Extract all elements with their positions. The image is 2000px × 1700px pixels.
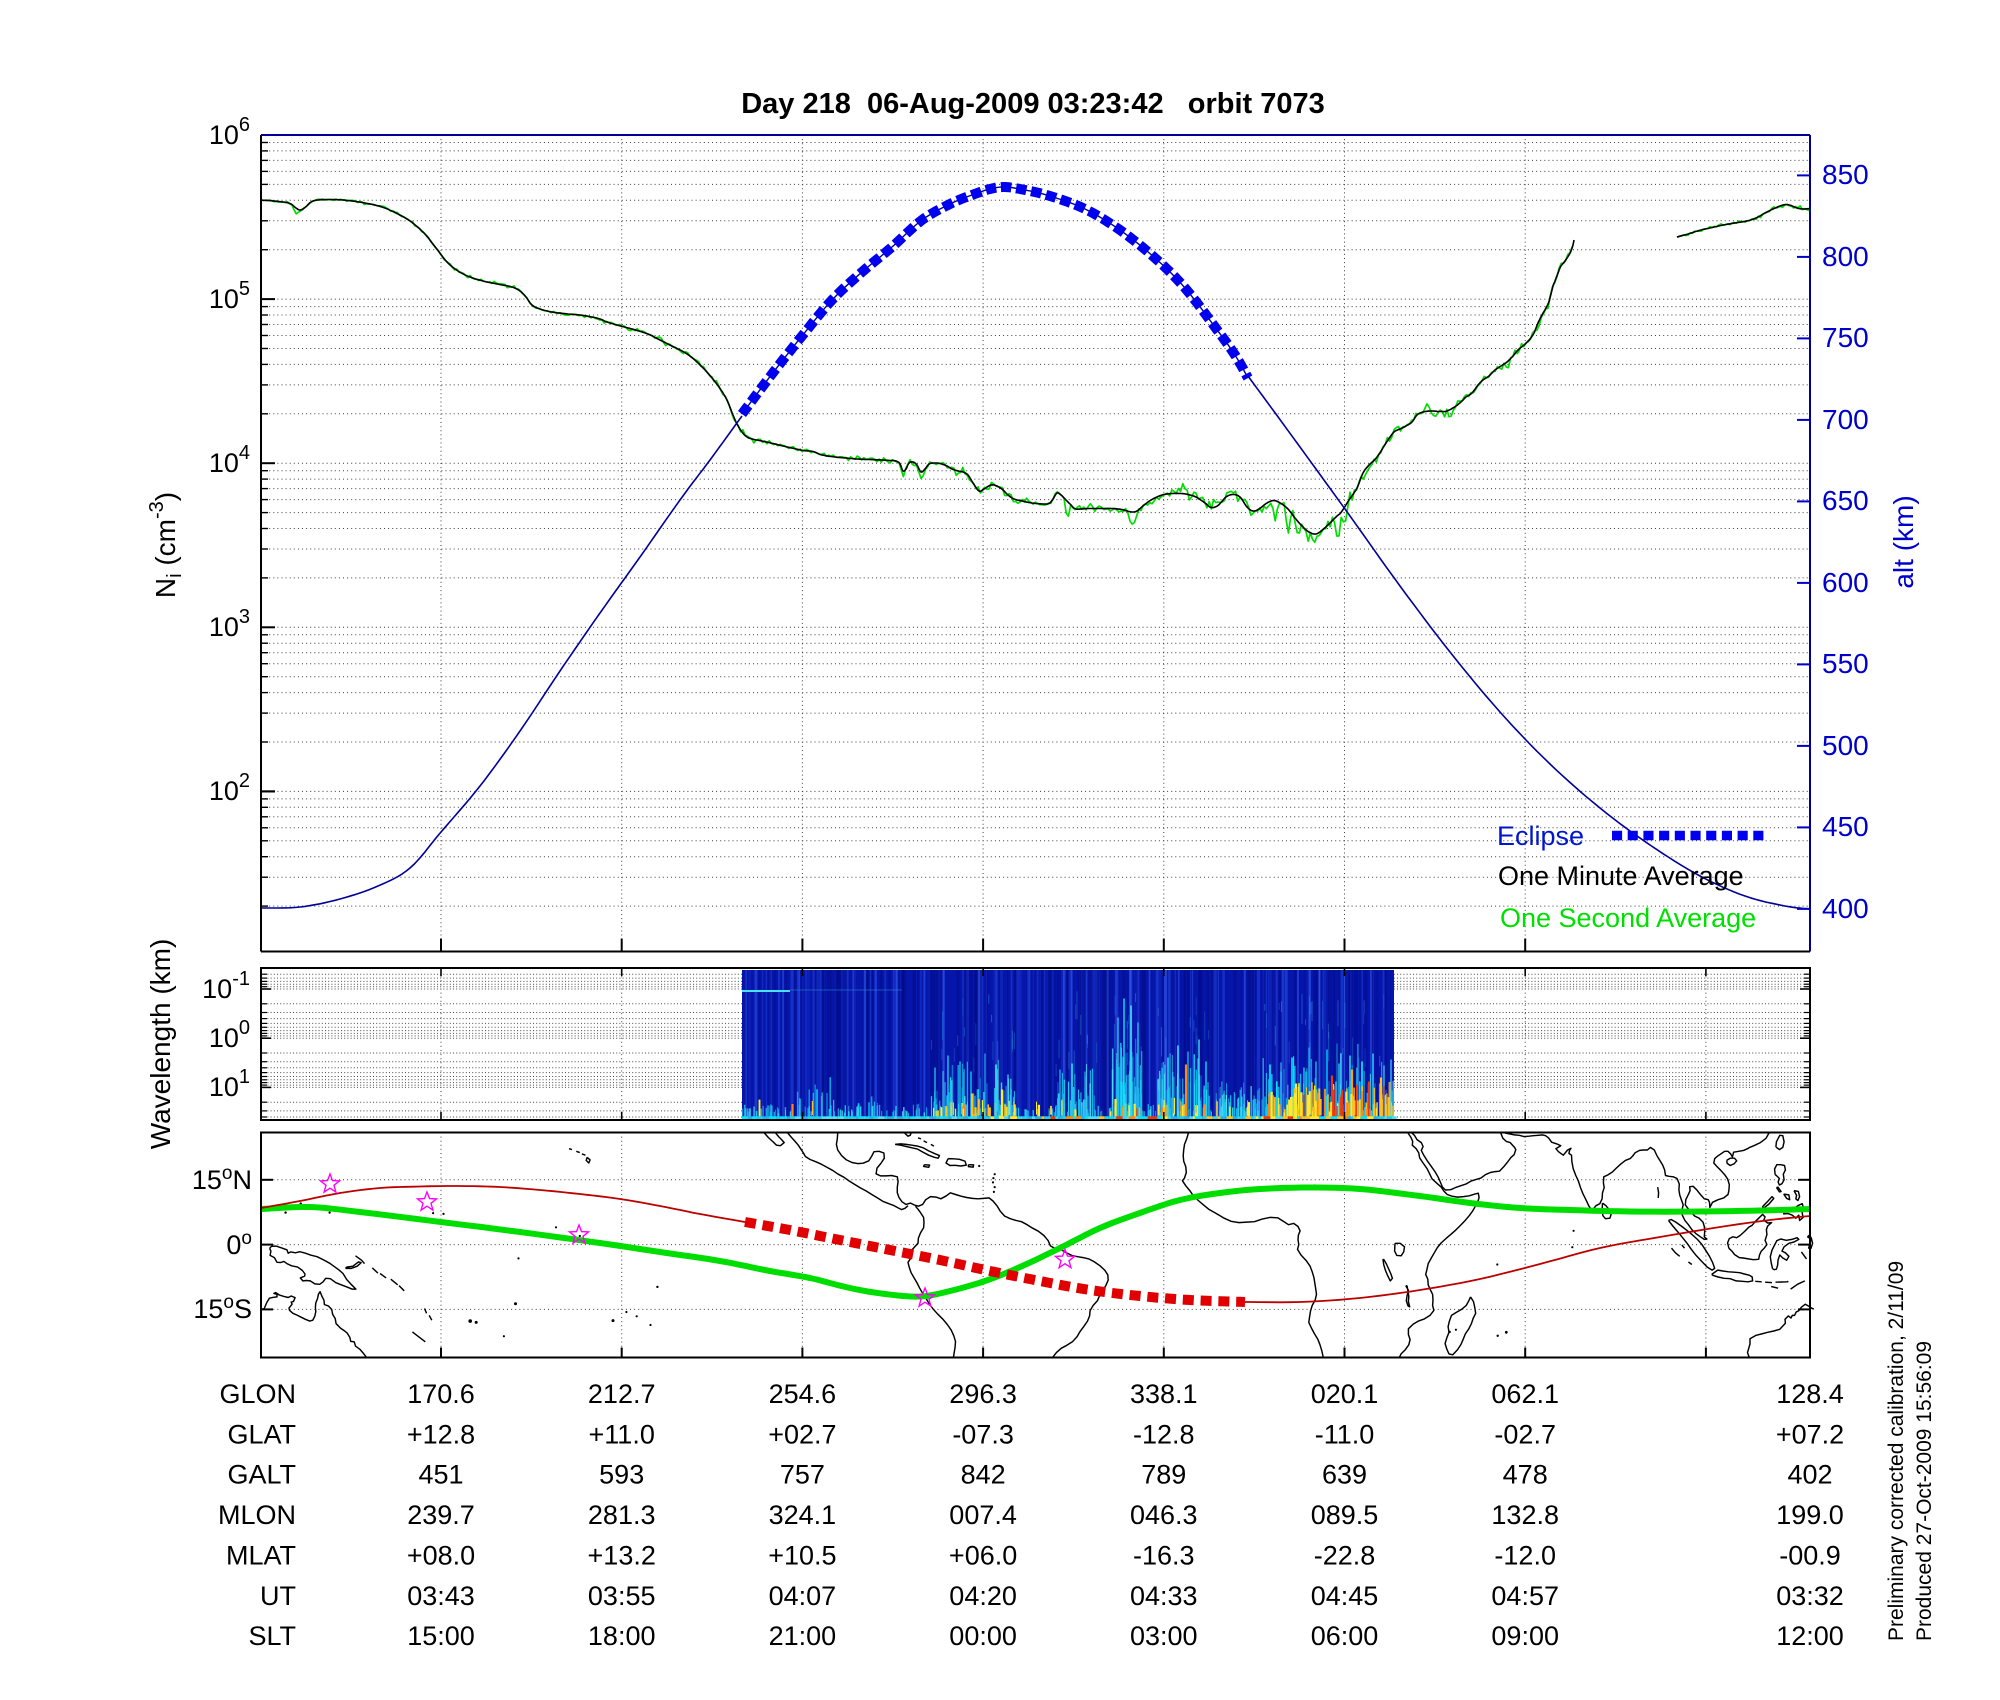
svg-text:+13.2: +13.2 xyxy=(588,1540,656,1570)
svg-text:324.1: 324.1 xyxy=(769,1500,837,1530)
svg-text:21:00: 21:00 xyxy=(769,1621,837,1651)
svg-text:04:33: 04:33 xyxy=(1130,1581,1198,1611)
svg-text:GALT: GALT xyxy=(227,1460,296,1490)
svg-text:451: 451 xyxy=(418,1460,463,1490)
svg-text:One Minute Average: One Minute Average xyxy=(1498,861,1744,891)
svg-text:+08.0: +08.0 xyxy=(407,1540,475,1570)
svg-text:478: 478 xyxy=(1503,1460,1548,1490)
svg-text:Day 218 06-Aug-2009 03:23:42: Day 218 06-Aug-2009 03:23:42 orbit 7073 xyxy=(741,88,1325,120)
svg-text:Preliminary corrected calibrat: Preliminary corrected calibration, 2/11/… xyxy=(1885,1261,1908,1641)
svg-text:296.3: 296.3 xyxy=(949,1379,1017,1409)
svg-text:500: 500 xyxy=(1822,730,1869,761)
svg-text:UT: UT xyxy=(260,1581,296,1611)
svg-text:450: 450 xyxy=(1822,811,1869,842)
svg-text:046.3: 046.3 xyxy=(1130,1500,1198,1530)
svg-text:Produced 27-Oct-2009 15:56:09: Produced 27-Oct-2009 15:56:09 xyxy=(1913,1341,1936,1641)
svg-text:007.4: 007.4 xyxy=(949,1500,1017,1530)
svg-text:020.1: 020.1 xyxy=(1311,1379,1379,1409)
svg-text:-02.7: -02.7 xyxy=(1494,1419,1556,1449)
svg-text:-00.9: -00.9 xyxy=(1779,1540,1841,1570)
svg-text:15oS: 15oS xyxy=(193,1292,252,1324)
svg-text:593: 593 xyxy=(599,1460,644,1490)
svg-text:338.1: 338.1 xyxy=(1130,1379,1198,1409)
svg-text:062.1: 062.1 xyxy=(1491,1379,1559,1409)
svg-text:10-1: 10-1 xyxy=(202,968,250,1004)
svg-text:281.3: 281.3 xyxy=(588,1500,656,1530)
svg-text:132.8: 132.8 xyxy=(1491,1500,1559,1530)
svg-text:SLT: SLT xyxy=(248,1621,296,1651)
svg-text:GLAT: GLAT xyxy=(227,1419,296,1449)
svg-text:639: 639 xyxy=(1322,1460,1367,1490)
svg-text:+12.8: +12.8 xyxy=(407,1419,475,1449)
svg-text:+02.7: +02.7 xyxy=(768,1419,836,1449)
svg-text:-12.8: -12.8 xyxy=(1133,1419,1195,1449)
svg-text:254.6: 254.6 xyxy=(769,1379,837,1409)
svg-text:+10.5: +10.5 xyxy=(768,1540,836,1570)
svg-text:GLON: GLON xyxy=(219,1379,296,1409)
svg-text:-07.3: -07.3 xyxy=(952,1419,1014,1449)
svg-text:-12.0: -12.0 xyxy=(1494,1540,1556,1570)
svg-text:212.7: 212.7 xyxy=(588,1379,656,1409)
svg-text:-22.8: -22.8 xyxy=(1314,1540,1376,1570)
svg-text:15:00: 15:00 xyxy=(407,1621,475,1651)
svg-text:00:00: 00:00 xyxy=(949,1621,1017,1651)
svg-text:03:32: 03:32 xyxy=(1776,1581,1844,1611)
svg-text:789: 789 xyxy=(1141,1460,1186,1490)
svg-text:550: 550 xyxy=(1822,648,1869,679)
svg-text:750: 750 xyxy=(1822,322,1869,353)
svg-text:+07.2: +07.2 xyxy=(1776,1419,1844,1449)
svg-text:MLON: MLON xyxy=(218,1500,296,1530)
svg-text:03:55: 03:55 xyxy=(588,1581,656,1611)
svg-text:600: 600 xyxy=(1822,567,1869,598)
svg-text:Ni (cm-3): Ni (cm-3) xyxy=(146,492,186,598)
svg-text:128.4: 128.4 xyxy=(1776,1379,1844,1409)
svg-text:850: 850 xyxy=(1822,159,1869,190)
svg-text:Eclipse: Eclipse xyxy=(1497,821,1584,851)
svg-text:04:57: 04:57 xyxy=(1491,1581,1559,1611)
svg-text:12:00: 12:00 xyxy=(1776,1621,1844,1651)
svg-text:199.0: 199.0 xyxy=(1776,1500,1844,1530)
svg-text:06:00: 06:00 xyxy=(1311,1621,1379,1651)
svg-text:09:00: 09:00 xyxy=(1491,1621,1559,1651)
svg-text:03:43: 03:43 xyxy=(407,1581,475,1611)
svg-text:One Second Average: One Second Average xyxy=(1500,903,1756,933)
svg-text:400: 400 xyxy=(1822,893,1869,924)
svg-text:04:07: 04:07 xyxy=(769,1581,837,1611)
svg-text:-16.3: -16.3 xyxy=(1133,1540,1195,1570)
svg-text:18:00: 18:00 xyxy=(588,1621,656,1651)
svg-text:Wavelength (km): Wavelength (km) xyxy=(145,939,176,1150)
svg-text:757: 757 xyxy=(780,1460,825,1490)
svg-text:MLAT: MLAT xyxy=(226,1540,296,1570)
svg-text:402: 402 xyxy=(1787,1460,1832,1490)
svg-text:650: 650 xyxy=(1822,485,1869,516)
svg-text:842: 842 xyxy=(961,1460,1006,1490)
svg-text:700: 700 xyxy=(1822,404,1869,435)
svg-text:089.5: 089.5 xyxy=(1311,1500,1379,1530)
svg-text:170.6: 170.6 xyxy=(407,1379,475,1409)
svg-text:800: 800 xyxy=(1822,241,1869,272)
svg-text:04:20: 04:20 xyxy=(949,1581,1017,1611)
svg-text:+11.0: +11.0 xyxy=(589,1419,655,1449)
svg-text:239.7: 239.7 xyxy=(407,1500,475,1530)
svg-text:+06.0: +06.0 xyxy=(949,1540,1017,1570)
svg-text:03:00: 03:00 xyxy=(1130,1621,1198,1651)
svg-text:04:45: 04:45 xyxy=(1311,1581,1379,1611)
svg-text:alt (km): alt (km) xyxy=(1888,495,1919,588)
svg-text:-11.0: -11.0 xyxy=(1315,1419,1375,1449)
